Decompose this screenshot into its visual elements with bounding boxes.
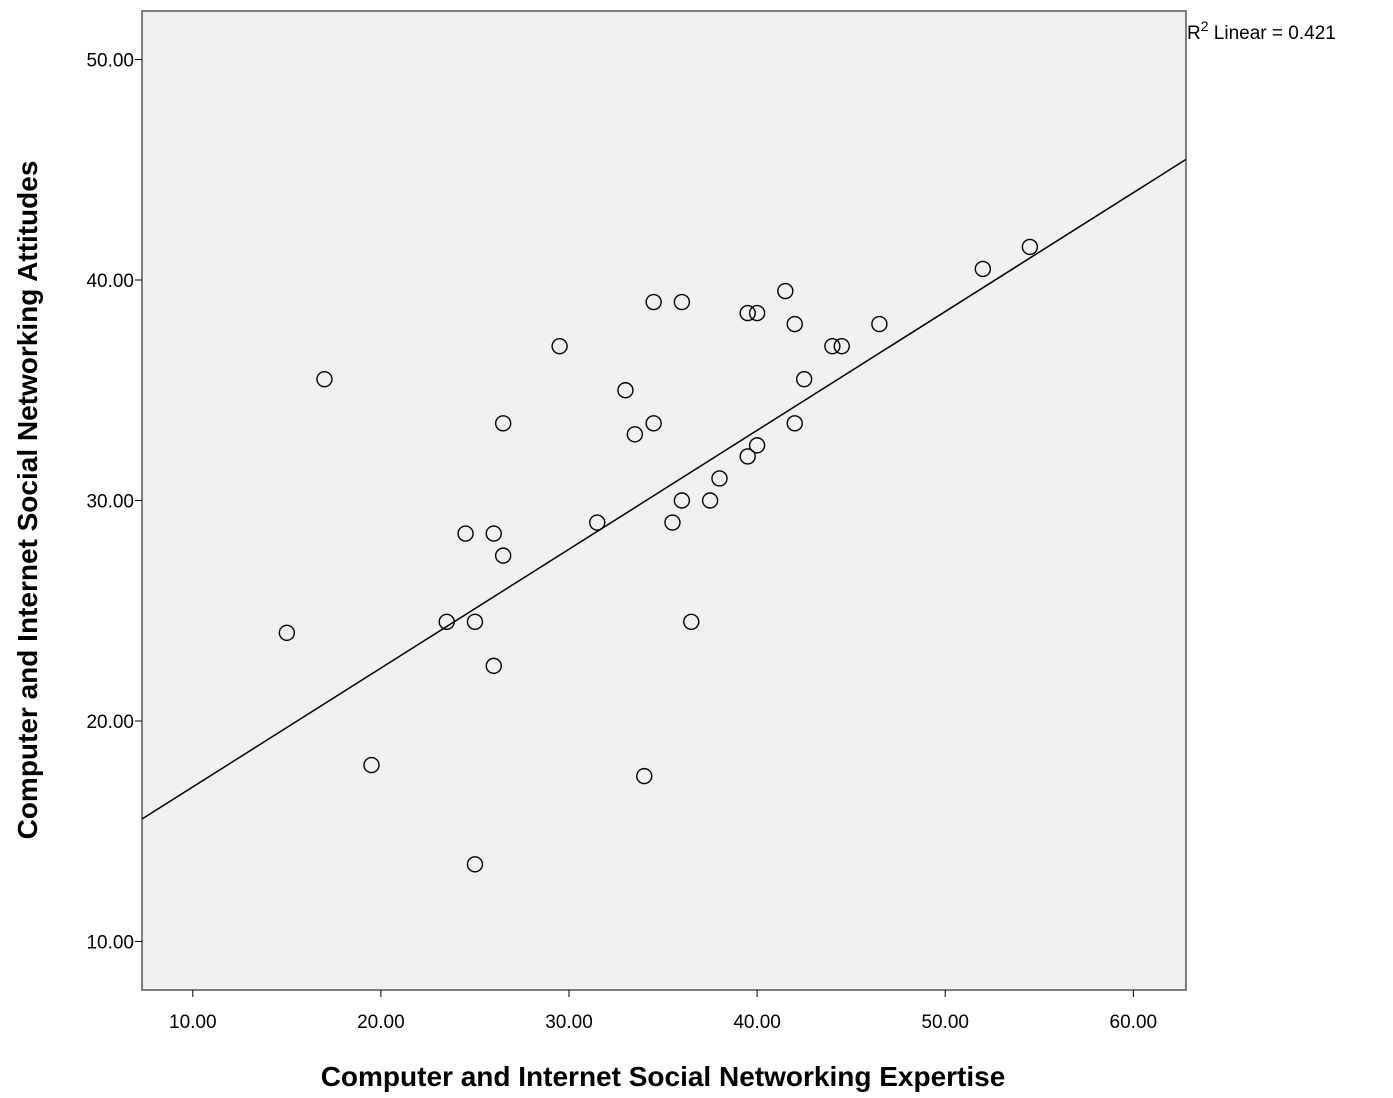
y-axis-title: Computer and Internet Social Networking … bbox=[12, 161, 43, 840]
data-point bbox=[617, 382, 634, 399]
data-point bbox=[786, 315, 803, 333]
data-point bbox=[589, 514, 606, 531]
data-points bbox=[278, 238, 1039, 873]
y-tick-label: 50.00 bbox=[86, 51, 134, 72]
data-point bbox=[673, 293, 691, 311]
data-point bbox=[786, 415, 803, 432]
r2-value: Linear = 0.421 bbox=[1209, 23, 1336, 44]
x-tick-label: 40.00 bbox=[733, 1012, 781, 1033]
data-point bbox=[673, 492, 691, 509]
data-point bbox=[494, 547, 512, 564]
x-tick-label: 20.00 bbox=[357, 1012, 405, 1033]
data-point bbox=[824, 337, 841, 355]
data-point bbox=[457, 525, 474, 542]
data-point bbox=[664, 514, 681, 531]
y-tick-label: 40.00 bbox=[86, 271, 134, 292]
y-tick-label: 10.00 bbox=[86, 932, 134, 953]
data-point bbox=[466, 856, 484, 873]
data-point bbox=[636, 767, 653, 785]
x-tick-label: 30.00 bbox=[545, 1012, 593, 1033]
data-point bbox=[551, 337, 568, 355]
data-point bbox=[777, 282, 794, 300]
data-point bbox=[974, 260, 992, 278]
data-point bbox=[485, 657, 502, 675]
x-tick-label: 10.00 bbox=[169, 1012, 217, 1033]
plot-content bbox=[142, 158, 1186, 873]
data-point bbox=[795, 371, 813, 388]
data-point bbox=[833, 337, 850, 355]
r2-prefix: R bbox=[1187, 23, 1201, 44]
data-point bbox=[645, 415, 662, 432]
data-point bbox=[701, 492, 719, 509]
x-tick-label: 60.00 bbox=[1110, 1012, 1158, 1033]
data-point bbox=[1021, 238, 1039, 256]
data-point bbox=[739, 448, 756, 465]
x-axis-title: Computer and Internet Social Networking … bbox=[321, 1061, 1006, 1092]
data-point bbox=[748, 304, 766, 322]
r2-superscript: 2 bbox=[1201, 18, 1209, 34]
data-point bbox=[316, 371, 333, 388]
y-axis: 10.00 20.00 30.00 40.00 50.00 bbox=[86, 51, 142, 953]
data-point bbox=[485, 525, 502, 542]
r2-annotation: R2 Linear = 0.421 bbox=[1187, 18, 1336, 44]
y-tick-label: 20.00 bbox=[86, 712, 134, 733]
data-point bbox=[645, 293, 662, 311]
fit-line bbox=[142, 158, 1186, 820]
y-tick-label: 30.00 bbox=[86, 492, 134, 513]
data-point bbox=[748, 437, 766, 454]
data-point bbox=[363, 756, 380, 774]
data-point bbox=[683, 613, 700, 630]
x-axis: 10.00 20.00 30.00 40.00 50.00 60.00 bbox=[169, 990, 1157, 1033]
data-point bbox=[739, 304, 756, 322]
x-tick-label: 50.00 bbox=[921, 1012, 969, 1033]
data-point bbox=[626, 426, 644, 443]
data-point bbox=[711, 470, 728, 487]
data-point bbox=[494, 415, 512, 432]
data-point bbox=[278, 624, 296, 641]
plot-area bbox=[141, 10, 1187, 991]
data-point bbox=[871, 315, 888, 333]
data-point bbox=[466, 613, 484, 630]
data-point bbox=[438, 613, 455, 630]
